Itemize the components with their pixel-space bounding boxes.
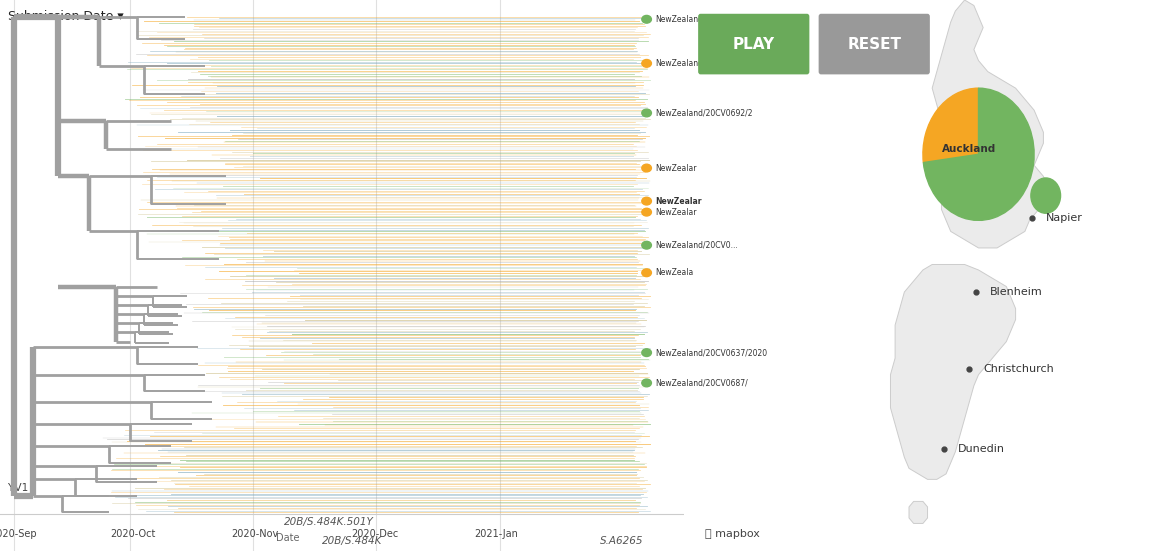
Circle shape — [642, 379, 651, 387]
Text: Submission Date ▾: Submission Date ▾ — [8, 10, 124, 23]
Text: Blenheim: Blenheim — [990, 287, 1043, 297]
Text: NewZeala: NewZeala — [654, 268, 693, 277]
Text: S.A6265: S.A6265 — [599, 536, 643, 545]
Text: Ⓜ mapbox: Ⓜ mapbox — [705, 529, 760, 539]
Text: 2020-Dec: 2020-Dec — [352, 529, 399, 539]
Circle shape — [642, 241, 651, 249]
Text: Date: Date — [276, 533, 299, 543]
Text: Dunedin: Dunedin — [958, 444, 1005, 454]
Circle shape — [642, 164, 651, 172]
Text: 2020-Nov: 2020-Nov — [231, 529, 278, 539]
Circle shape — [642, 349, 651, 356]
Text: 20B/S.484K.501Y: 20B/S.484K.501Y — [284, 517, 374, 527]
Text: NewZealar: NewZealar — [654, 197, 702, 206]
Polygon shape — [890, 264, 1015, 479]
Text: Napier: Napier — [1045, 213, 1082, 223]
Text: NewZealar: NewZealar — [654, 164, 697, 172]
Circle shape — [642, 109, 651, 117]
Circle shape — [642, 197, 651, 205]
Text: 2020-Oct: 2020-Oct — [110, 529, 156, 539]
Circle shape — [642, 15, 651, 23]
Text: 2020-Sep: 2020-Sep — [0, 529, 37, 539]
Wedge shape — [923, 88, 979, 163]
Text: NewZealand/20CV0...: NewZealand/20CV0... — [654, 241, 737, 250]
Polygon shape — [933, 0, 1048, 248]
FancyBboxPatch shape — [698, 14, 810, 74]
Text: Christchurch: Christchurch — [983, 364, 1053, 374]
Text: NewZealand/20CV0693/2: NewZealand/20CV0693/2 — [654, 15, 752, 24]
Wedge shape — [923, 88, 1034, 220]
Circle shape — [642, 208, 651, 216]
FancyBboxPatch shape — [819, 14, 930, 74]
Text: NewZealar: NewZealar — [654, 208, 697, 217]
Circle shape — [1030, 178, 1060, 213]
Text: Auckland: Auckland — [942, 144, 996, 154]
Text: 2021-Jan: 2021-Jan — [474, 529, 518, 539]
Text: 20B/S.484K: 20B/S.484K — [322, 536, 383, 545]
Text: RESET: RESET — [848, 36, 902, 52]
Circle shape — [642, 269, 651, 277]
Circle shape — [642, 60, 651, 67]
Text: PLAY: PLAY — [733, 36, 775, 52]
Text: NewZealand/20CV0692/2: NewZealand/20CV0692/2 — [654, 109, 752, 117]
Text: Y.V1: Y.V1 — [7, 483, 28, 493]
Text: NewZealand/: NewZealand/ — [654, 59, 705, 68]
Polygon shape — [908, 501, 928, 523]
Text: NewZealand/20CV0637/2020: NewZealand/20CV0637/2020 — [654, 348, 767, 357]
Text: NewZealand/20CV0687/: NewZealand/20CV0687/ — [654, 379, 748, 387]
